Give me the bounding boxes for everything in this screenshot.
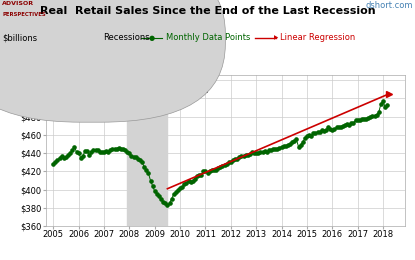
- Text: Monthly Data Points: Monthly Data Points: [166, 33, 250, 42]
- Text: Chained  in February 2018 dollars: Chained in February 2018 dollars: [51, 80, 205, 89]
- Text: PERSPECTIVES: PERSPECTIVES: [2, 12, 46, 17]
- Text: $billions: $billions: [2, 33, 37, 42]
- Text: ●: ●: [149, 35, 154, 41]
- Text: Real  Retail Sales Since the End of the Last Recession: Real Retail Sales Since the End of the L…: [40, 6, 375, 16]
- Text: Recessions: Recessions: [103, 33, 149, 42]
- Text: ▶: ▶: [274, 35, 278, 40]
- Text: ADVISOR: ADVISOR: [2, 1, 34, 6]
- Text: dshort.com: dshort.com: [366, 1, 413, 10]
- Bar: [127, 75, 167, 226]
- Text: Linear Regression: Linear Regression: [280, 33, 355, 42]
